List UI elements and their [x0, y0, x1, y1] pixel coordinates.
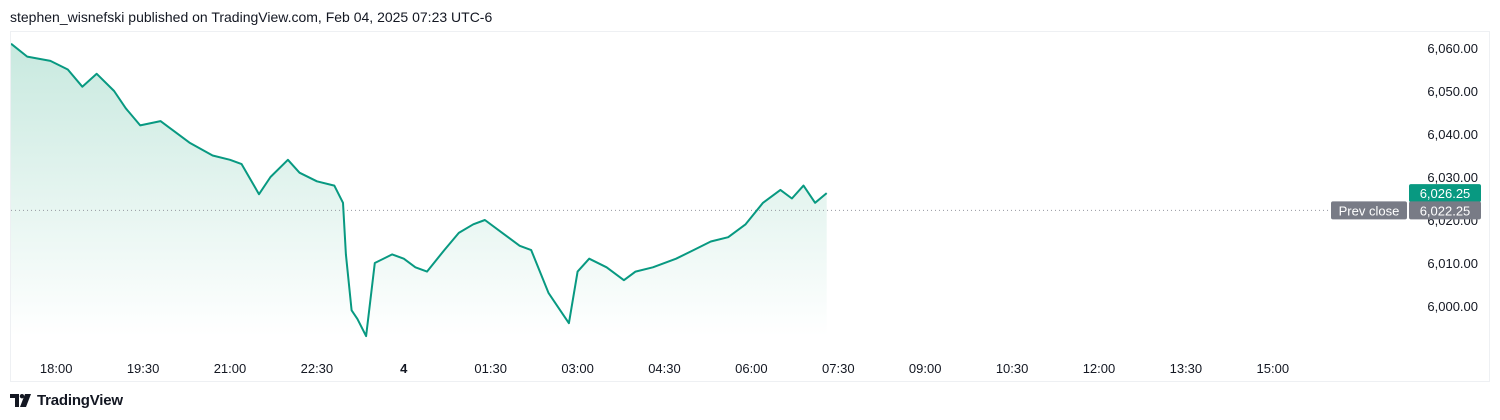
y-tick-label: 6,060.00 [1427, 41, 1478, 56]
chart-area[interactable]: 6,060.00 6,050.00 6,040.00 6,030.00 6,020.00… [10, 31, 1490, 382]
prev-close-text: Prev close [1339, 203, 1400, 218]
x-tick-label: 07:30 [822, 361, 855, 376]
x-tick-label: 19:30 [127, 361, 160, 376]
x-tick-label: 4 [400, 361, 408, 376]
x-tick-label: 01:30 [474, 361, 507, 376]
x-tick-label: 10:30 [996, 361, 1029, 376]
x-tick-label: 12:00 [1083, 361, 1116, 376]
tradingview-logo-icon[interactable] [10, 394, 32, 407]
tradingview-brand[interactable]: TradingView [37, 392, 123, 409]
x-tick-label: 22:30 [301, 361, 334, 376]
x-tick-label: 21:00 [214, 361, 247, 376]
x-tick-label: 15:00 [1257, 361, 1290, 376]
prev-close-value-tag [1409, 201, 1481, 220]
y-tick-label: 6,030.00 [1427, 170, 1478, 185]
x-tick-label: 18:00 [40, 361, 73, 376]
price-area [11, 43, 827, 337]
prev-close-value-label: 6,022.25 [1420, 203, 1471, 218]
price-chart[interactable]: 6,060.006,050.006,040.006,030.006,020.00… [11, 32, 1491, 383]
y-tick-label: 6,050.00 [1427, 84, 1478, 99]
x-tick-label: 03:00 [561, 361, 594, 376]
footer: TradingView [10, 392, 123, 409]
y-tick-label: 6,010.00 [1427, 256, 1478, 271]
last-price-label: 6,026.25 [1420, 186, 1471, 201]
y-tick-label: 6,000.00 [1427, 299, 1478, 314]
publish-info: stephen_wisnefski published on TradingVi… [10, 9, 493, 25]
x-tick-label: 06:00 [735, 361, 768, 376]
x-tick-label: 13:30 [1170, 361, 1203, 376]
prev-close-tag [1331, 201, 1407, 220]
x-tick-label: 04:30 [648, 361, 681, 376]
price-line[interactable] [11, 42, 828, 338]
last-price-tag [1409, 184, 1481, 203]
y-tick-label: 6,040.00 [1427, 127, 1478, 142]
x-tick-label: 09:00 [909, 361, 942, 376]
